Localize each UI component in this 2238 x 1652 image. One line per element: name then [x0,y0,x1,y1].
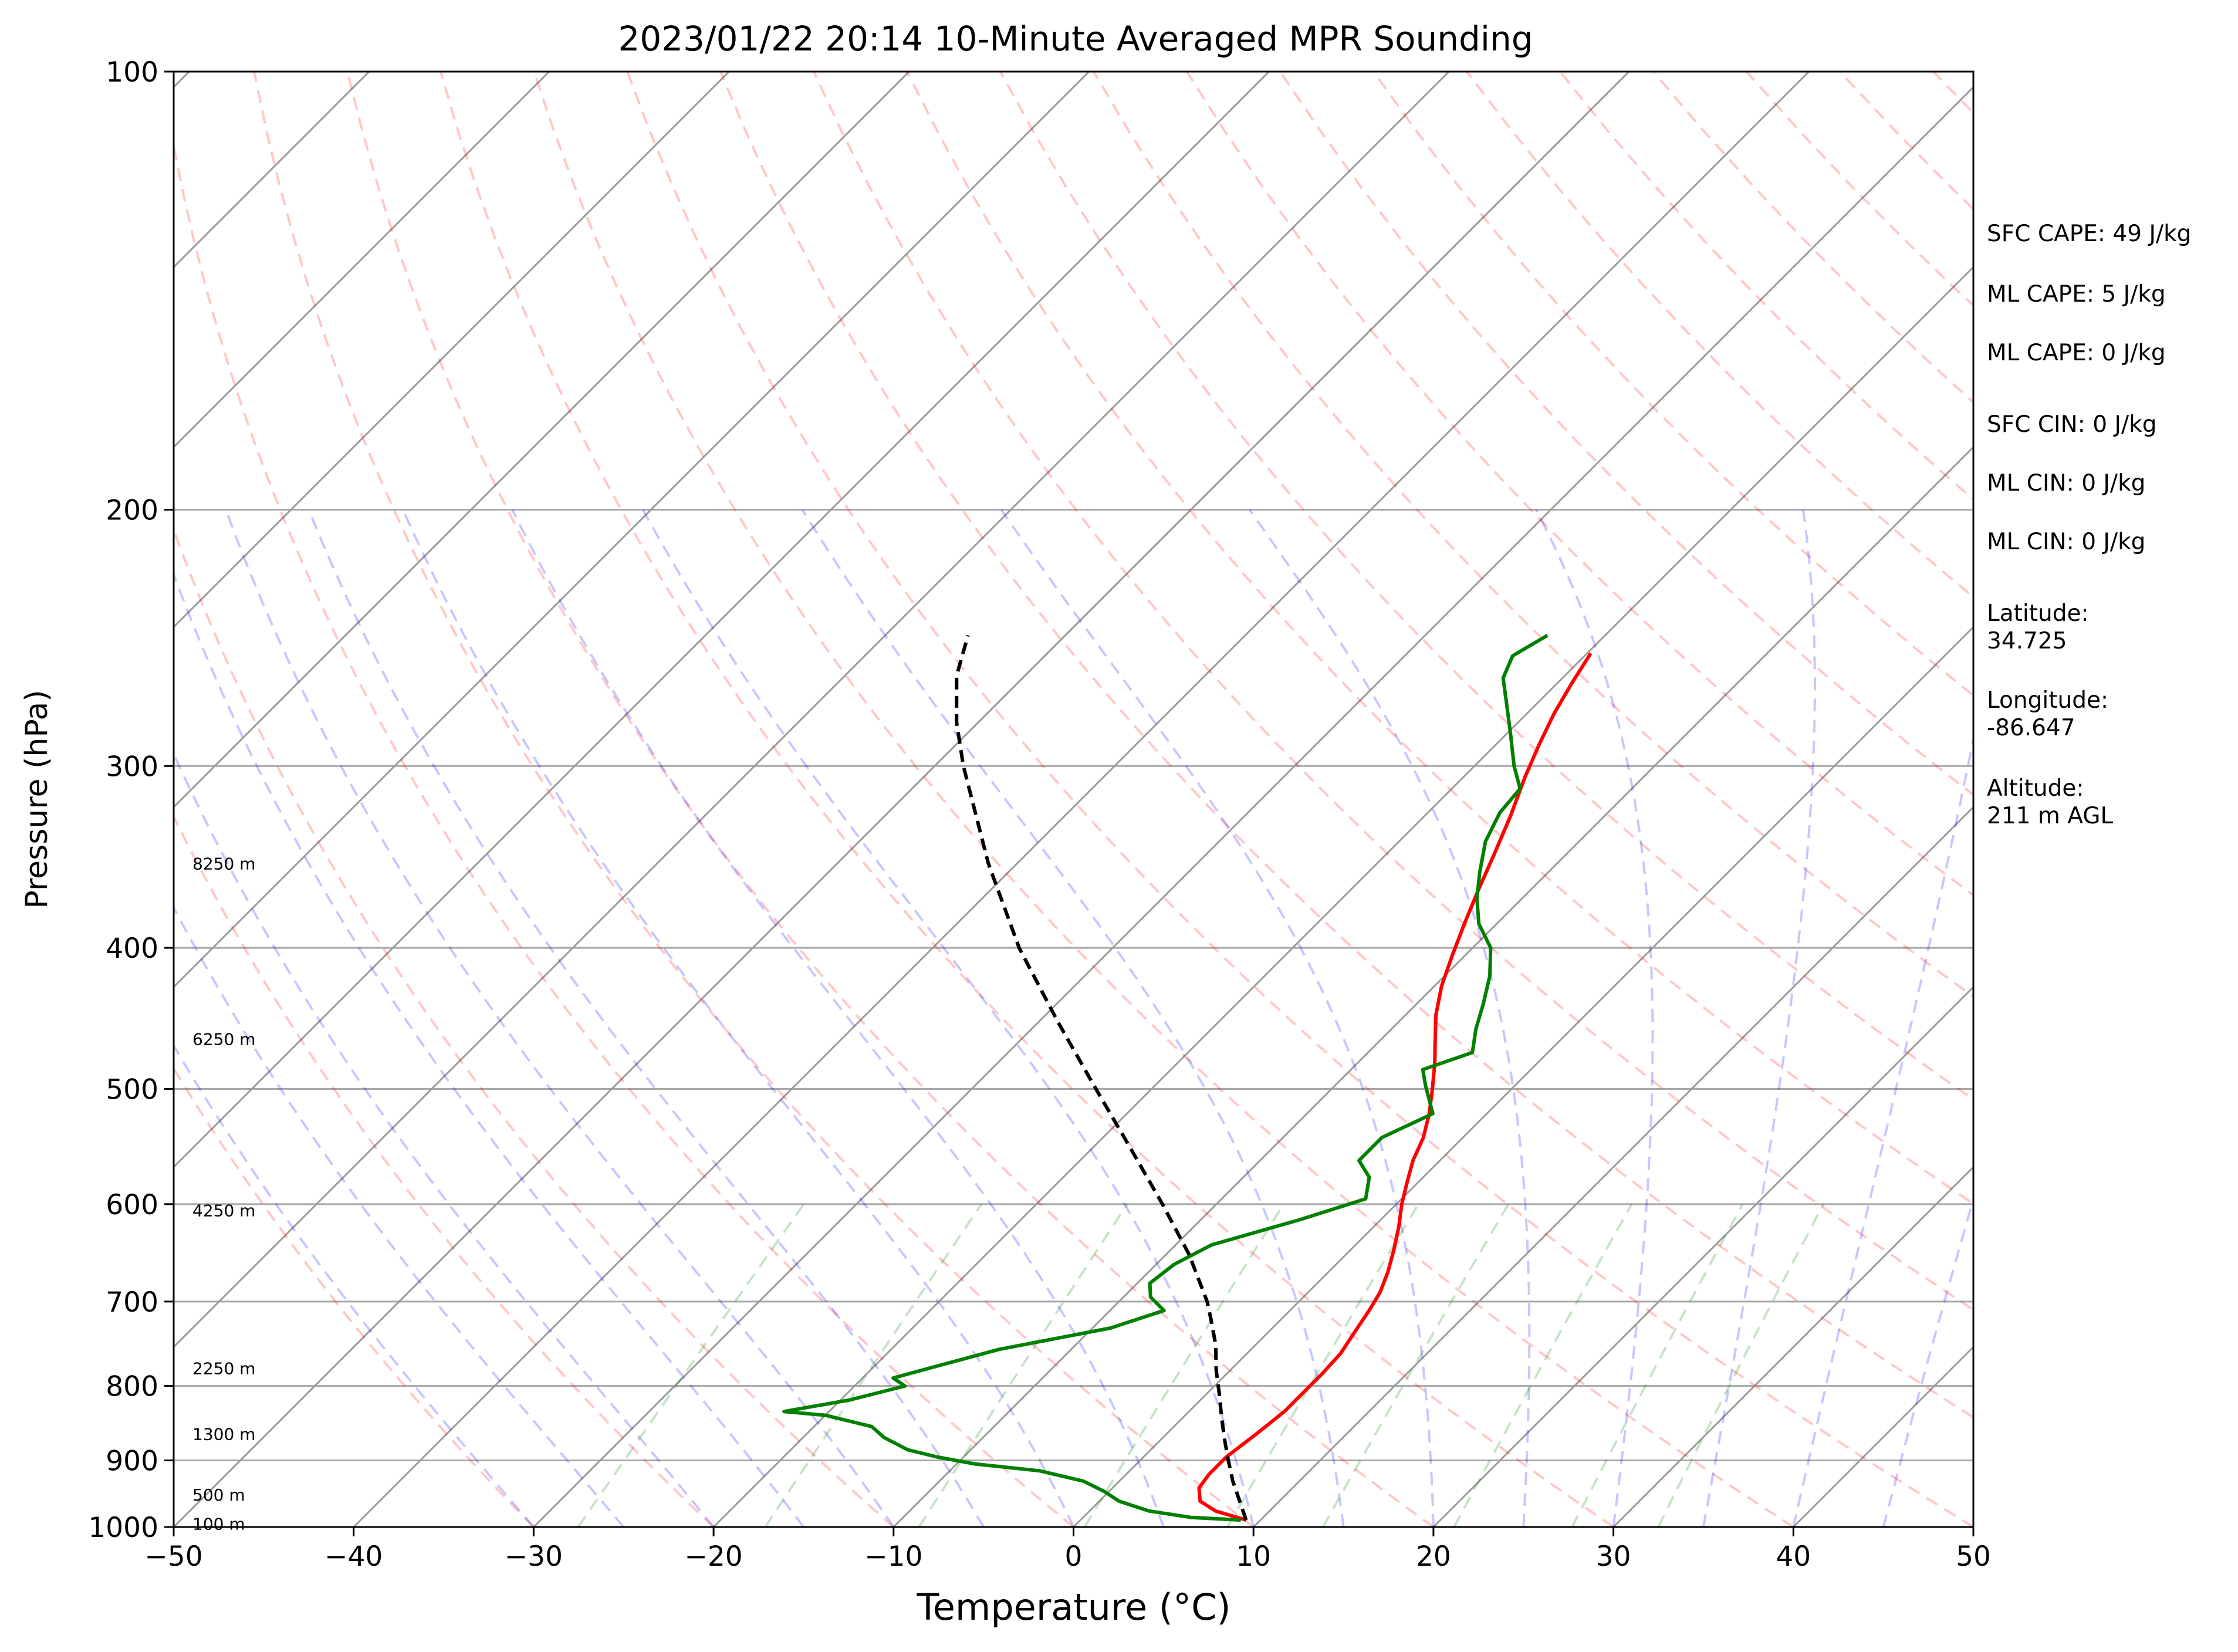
height-label: 8250 m [192,854,255,873]
x-axis-label: Temperature (°C) [916,1586,1230,1629]
dry-adiabat-line [0,72,533,1527]
y-tick-label: 1000 [88,1512,158,1544]
x-tick-label: 40 [1776,1540,1811,1573]
dry-adiabat-line [441,72,1614,1527]
latitude-value: 34.725 [1987,627,2067,655]
isotherm-line [0,72,549,1527]
y-tick-label: 600 [106,1189,158,1221]
isotherm-line [0,72,9,1527]
dry-adiabat-line [254,72,1253,1527]
ml-cin-text-2: ML CIN: 0 J/kg [1987,528,2145,556]
isotherm-line [533,72,1989,1527]
x-tick-label: 30 [1596,1540,1631,1573]
ml-cape-text: ML CAPE: 5 J/kg [1987,281,2166,308]
moist-adiabat-line [82,510,714,1527]
parcel-profile-line [956,636,1246,1520]
altitude-label: Altitude: [1987,775,2084,802]
ml-cin-text: ML CIN: 0 J/kg [1987,469,2145,497]
mixing-ratio-line [578,1204,804,1527]
x-tick-label: 20 [1416,1540,1451,1573]
longitude-label: Longitude: [1987,687,2108,714]
isotherm-line [0,72,1449,1527]
mixing-ratio-line [765,1204,981,1527]
x-tick-label: 50 [1956,1540,1991,1573]
mixing-ratio-line [919,1204,1127,1527]
height-label: 1300 m [192,1424,255,1444]
isotherm-line [0,72,1269,1527]
axes: −50 −40 −30 −20 −10 0 10 20 30 40 50 100 200 300 400 50… [88,56,1991,1573]
dry-adiabat-line [161,72,1073,1527]
x-tick-label: −30 [505,1540,563,1573]
y-tick-label: 900 [106,1445,158,1478]
x-tick-label: 10 [1236,1540,1271,1573]
isotherm-line [0,72,1089,1527]
y-tick-label: 800 [106,1371,158,1403]
x-tick-label: −20 [685,1540,743,1573]
x-tick-label: −40 [324,1540,383,1573]
moist-adiabat-line [643,510,1254,1527]
moist-adiabat-line [802,510,1343,1527]
isotherm-line [0,72,369,1527]
dry-adiabat-line [721,72,2154,1527]
y-tick-label: 100 [106,56,158,89]
sounding-stats-panel: SFC CAPE: 49 J/kg ML CAPE: 5 J/kg ML CAP… [1987,0,2233,1649]
temperature-profile-line [1199,653,1591,1520]
isotherm-line [354,72,1809,1527]
height-labels: 100 m 500 m 1300 m 2250 m 4250 m 6250 m 8250 m [192,854,255,1533]
sfc-cin-text: SFC CIN: 0 J/kg [1987,411,2156,438]
plot-frame [174,72,1973,1527]
moist-adiabat-line [1250,510,1530,1527]
mixing-ratio-line [1572,1204,1743,1527]
y-tick-label: 200 [106,495,158,527]
background-guide-lines [0,72,2238,1527]
moist-adiabat-line [309,510,983,1527]
y-tick-label: 300 [106,751,158,783]
mixing-ratio-line [1084,1204,1283,1527]
x-tick-label: −10 [864,1540,922,1573]
y-axis-label: Pressure (hPa) [19,690,55,909]
height-label: 100 m [192,1515,245,1534]
y-tick-label: 700 [106,1286,158,1319]
moist-adiabat-line [1536,510,1653,1527]
height-label: 6250 m [192,1029,255,1049]
height-label: 500 m [192,1485,245,1505]
moist-adiabat-line [0,510,533,1527]
isotherm-line [714,72,2169,1527]
ml-cape-text-2: ML CAPE: 0 J/kg [1987,339,2166,367]
isotherm-line [174,72,1629,1527]
latitude-label: Latitude: [1987,600,2089,627]
y-tick-label: 500 [106,1073,158,1106]
moist-adiabat-line [1793,510,2013,1527]
x-tick-label: 0 [1065,1540,1083,1573]
longitude-value: -86.647 [1987,714,2075,742]
dry-adiabat-line [67,72,894,1527]
x-tick-label: −50 [144,1540,202,1573]
altitude-value: 211 m AGL [1987,802,2113,830]
height-label: 4250 m [192,1201,255,1221]
mixing-ratio-line [1658,1204,1824,1527]
y-tick-label: 400 [106,933,158,965]
chart-title: 2023/01/22 20:14 10-Minute Averaged MPR … [618,19,1533,59]
height-label: 2250 m [192,1359,255,1379]
sfc-cape-text: SFC CAPE: 49 J/kg [1987,220,2191,248]
